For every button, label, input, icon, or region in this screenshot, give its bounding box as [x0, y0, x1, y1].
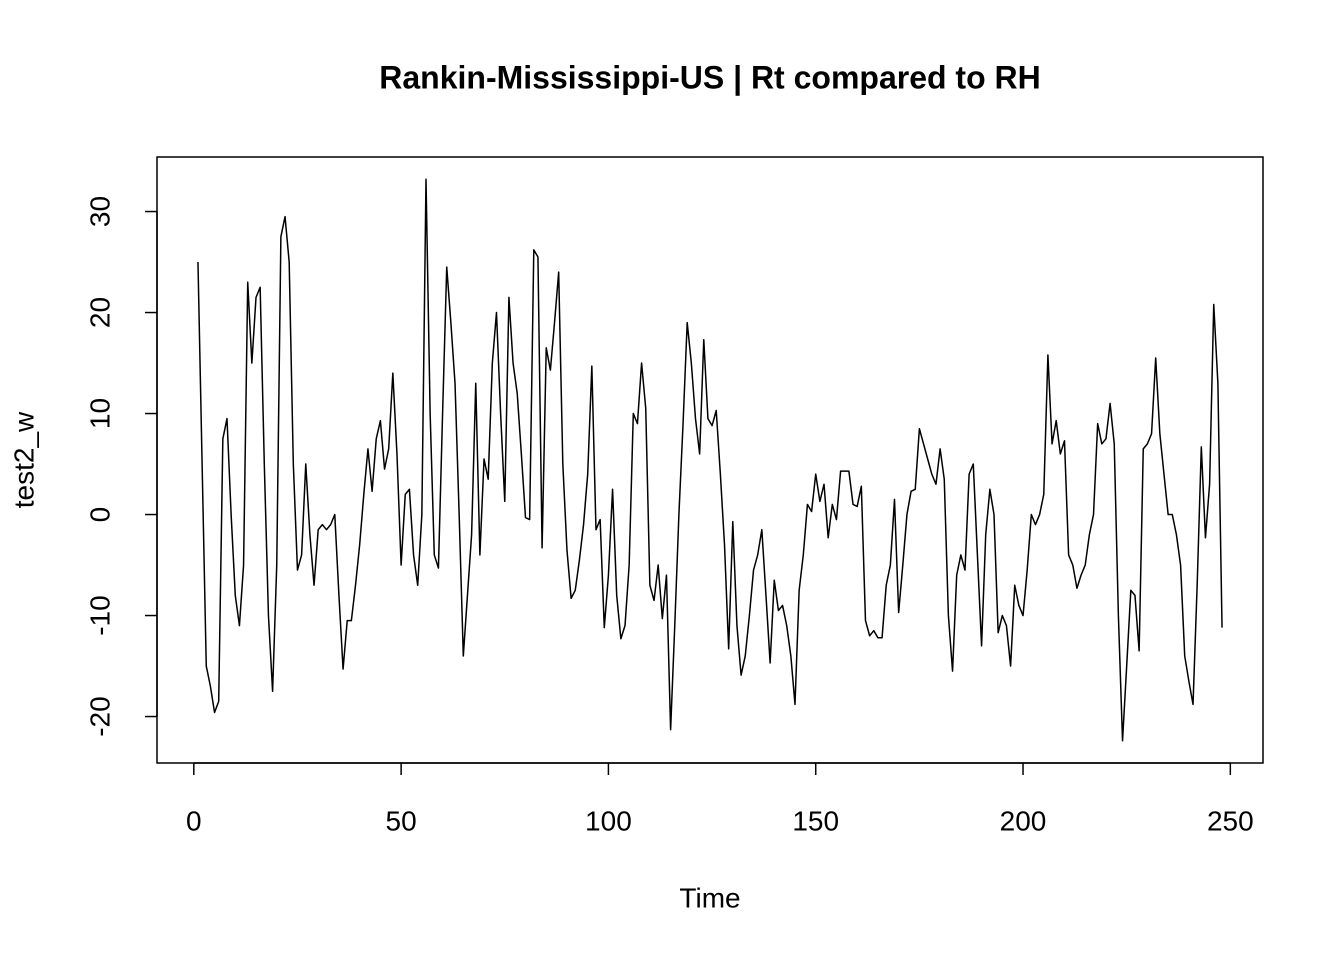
x-tick-label: 250: [1207, 805, 1254, 836]
x-axis-label: Time: [679, 882, 740, 913]
y-tick-label: 20: [84, 297, 115, 328]
y-tick-label: -10: [84, 595, 115, 635]
x-tick-label: 100: [585, 805, 632, 836]
y-axis-label: test2_w: [8, 411, 39, 508]
x-tick-label: 200: [1000, 805, 1047, 836]
data-line: [197, 178, 1223, 742]
x-tick-label: 50: [386, 805, 417, 836]
x-tick-label: 0: [186, 805, 202, 836]
y-tick-label: 0: [84, 507, 115, 523]
plot-box: [156, 156, 1264, 764]
chart-title: Rankin-Mississippi-US | Rt compared to R…: [379, 59, 1040, 95]
x-tick-label: 150: [792, 805, 839, 836]
y-tick-label: 10: [84, 398, 115, 429]
y-tick-label: 30: [84, 196, 115, 227]
y-tick-label: -20: [84, 696, 115, 736]
